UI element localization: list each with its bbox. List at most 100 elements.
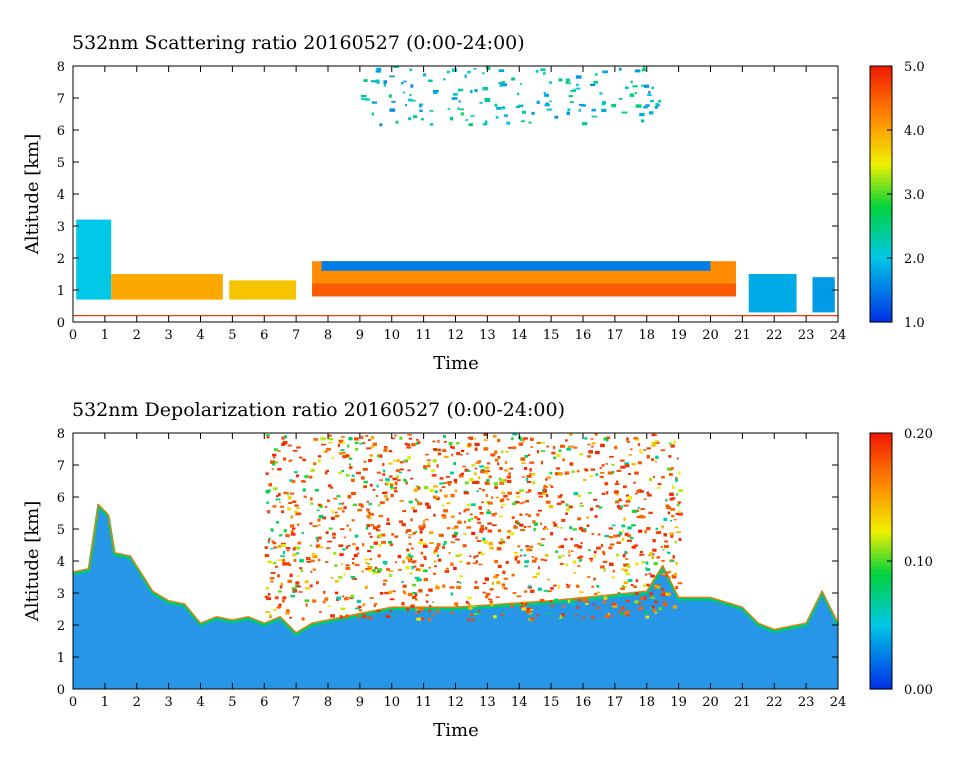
colorbar-tick-label: 2.0 — [904, 252, 925, 267]
noise-speck — [551, 451, 556, 455]
noise-speck — [642, 449, 647, 451]
speck — [601, 108, 607, 113]
noise-speck — [566, 447, 572, 451]
noise-speck — [283, 457, 287, 461]
speck — [503, 114, 509, 117]
noise-speck — [670, 444, 675, 448]
speck — [544, 104, 551, 107]
noise-speck — [603, 568, 606, 572]
noise-speck — [661, 559, 665, 562]
noise-speck — [471, 618, 475, 622]
noise-speck — [420, 564, 425, 567]
noise-speck — [605, 463, 608, 465]
noise-speck — [512, 433, 518, 436]
speck — [363, 79, 368, 82]
colorbar-step — [870, 146, 892, 151]
noise-speck — [614, 490, 619, 494]
noise-speck — [330, 614, 335, 618]
noise-speck — [604, 482, 609, 486]
noise-speck — [313, 438, 319, 441]
noise-speck — [292, 527, 296, 530]
noise-speck — [271, 540, 275, 543]
speck — [474, 89, 478, 93]
noise-speck — [667, 576, 671, 579]
noise-speck — [616, 505, 621, 509]
noise-speck — [664, 592, 669, 596]
noise-speck — [463, 520, 466, 524]
noise-speck — [494, 458, 499, 462]
speck — [427, 79, 433, 83]
noise-speck — [384, 592, 389, 595]
speck — [515, 105, 521, 108]
speck — [516, 92, 520, 96]
noise-speck — [675, 512, 680, 516]
noise-speck — [675, 477, 678, 480]
noise-speck — [436, 464, 439, 468]
noise-speck — [389, 486, 394, 489]
colorbar-step — [870, 489, 892, 494]
noise-speck — [355, 471, 361, 475]
noise-speck — [596, 585, 600, 588]
noise-speck — [593, 555, 596, 558]
noise-speck — [497, 564, 502, 569]
x-tick-label: 12 — [447, 328, 464, 343]
noise-speck — [272, 542, 277, 545]
speck — [578, 103, 584, 106]
noise-speck — [607, 612, 610, 616]
noise-speck — [291, 479, 296, 484]
noise-speck — [407, 434, 412, 436]
speck — [429, 110, 434, 112]
noise-speck — [590, 558, 593, 562]
noise-speck — [593, 577, 596, 581]
noise-speck — [537, 587, 543, 591]
noise-speck — [615, 493, 619, 496]
noise-speck — [426, 505, 431, 509]
noise-speck — [678, 489, 684, 493]
noise-speck — [513, 525, 517, 527]
x-tick-label: 4 — [196, 695, 204, 710]
panel-1-x-label: Time — [433, 353, 478, 374]
noise-speck — [349, 528, 352, 532]
noise-speck — [279, 534, 283, 537]
x-tick-label: 19 — [670, 695, 687, 710]
noise-speck — [402, 560, 406, 564]
noise-speck — [306, 560, 312, 563]
speck — [643, 66, 646, 70]
noise-speck — [350, 575, 356, 579]
noise-speck — [280, 582, 283, 587]
colorbar-step — [870, 473, 892, 478]
noise-speck — [491, 524, 497, 527]
noise-speck — [277, 559, 283, 562]
noise-speck — [310, 502, 314, 505]
speck — [432, 89, 439, 93]
speck — [518, 105, 523, 108]
noise-speck — [620, 459, 625, 462]
noise-speck — [275, 498, 281, 501]
noise-speck — [487, 509, 490, 512]
noise-speck — [415, 608, 421, 611]
noise-speck — [667, 511, 671, 515]
noise-speck — [655, 455, 659, 460]
panel-2-x-label: Time — [433, 720, 478, 741]
noise-speck — [303, 495, 307, 498]
noise-speck — [494, 559, 499, 564]
noise-speck — [466, 562, 471, 565]
speck — [467, 70, 471, 74]
noise-speck — [514, 555, 519, 558]
noise-speck — [264, 554, 270, 558]
noise-speck — [265, 611, 271, 613]
noise-speck — [637, 489, 643, 492]
x-tick-label: 8 — [324, 695, 332, 710]
noise-speck — [676, 457, 679, 460]
scattering-core — [312, 283, 736, 297]
noise-speck — [376, 454, 380, 458]
noise-speck — [615, 499, 619, 502]
colorbar-step — [870, 597, 892, 602]
noise-speck — [389, 570, 394, 573]
noise-speck — [519, 523, 524, 527]
noise-speck — [352, 562, 355, 565]
noise-speck — [625, 599, 630, 602]
noise-speck — [672, 605, 677, 609]
noise-speck — [499, 515, 503, 518]
noise-speck — [476, 612, 481, 615]
